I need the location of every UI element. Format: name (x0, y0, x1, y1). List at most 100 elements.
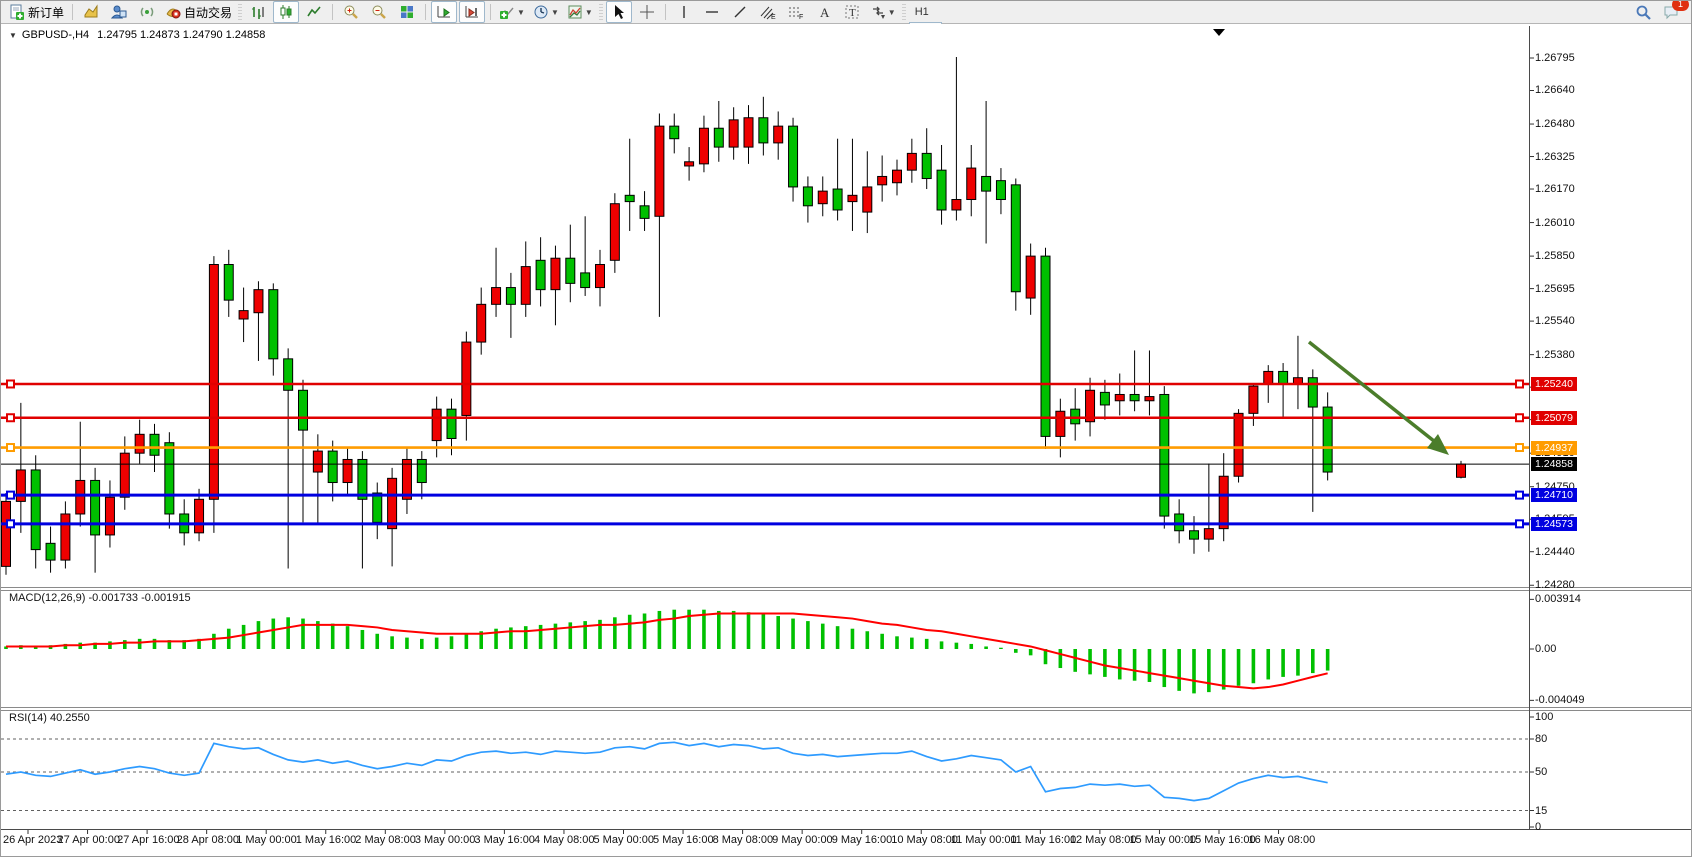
time-tick-label: 10 May 08:00 (891, 834, 958, 846)
current-bar (1456, 460, 1466, 479)
zoom-in-button[interactable] (338, 1, 364, 23)
chat-button[interactable]: 1 (1658, 1, 1689, 23)
time-tick-label: 9 May 00:00 (772, 834, 833, 846)
price-tick-label: 1.25540 (1535, 315, 1575, 328)
cursor-button[interactable] (605, 1, 632, 23)
periods-button[interactable]: ▼ (530, 1, 562, 23)
text-button[interactable]: A (811, 1, 837, 23)
pane-separator[interactable] (1, 590, 1691, 591)
timeframe-button-h1[interactable]: H1 (914, 6, 929, 18)
pane-separator[interactable] (1, 710, 1691, 711)
notification-badge: 1 (1672, 1, 1689, 11)
price-tick-label: 1.25695 (1535, 282, 1575, 295)
macd-histogram (4, 609, 1330, 694)
toolbar-grip[interactable] (901, 4, 906, 20)
toolbar-grip[interactable] (598, 4, 603, 20)
toolbar-separator (490, 4, 492, 20)
signals-button[interactable] (134, 1, 160, 23)
bar-chart-icon (250, 4, 266, 20)
svg-text:T: T (849, 7, 856, 19)
time-tick-label: 8 May 08:00 (712, 834, 774, 846)
time-tick-label: 9 May 16:00 (831, 834, 893, 846)
price-tick-label: 1.26010 (1535, 216, 1575, 229)
horizontal-line-button[interactable] (699, 1, 725, 23)
arrows-icon (870, 4, 886, 20)
rsi-line (5, 741, 1328, 802)
bar-chart-button[interactable] (245, 1, 271, 23)
templates-icon (567, 4, 583, 20)
line-chart-button[interactable] (301, 1, 327, 23)
price-tick-label: 1.25380 (1535, 348, 1575, 361)
channel-button[interactable]: E (755, 1, 781, 23)
channel-icon: E (759, 4, 777, 20)
arrows-button[interactable]: ▼ (867, 1, 899, 23)
signals-icon (139, 4, 155, 20)
svg-text:A: A (820, 5, 830, 20)
chart-canvas[interactable] (1, 24, 1692, 857)
time-tick-label: 5 May 00:00 (593, 834, 655, 846)
indicators-icon (499, 4, 515, 20)
zoom-in-icon (343, 4, 359, 20)
chart-shift-icon (464, 4, 480, 20)
profile-button[interactable] (106, 1, 132, 23)
zoom-out-button[interactable] (366, 1, 392, 23)
time-tick-label: 3 May 16:00 (474, 834, 535, 846)
macd-label: MACD(12,26,9) -0.001733 -0.001915 (9, 592, 191, 604)
zoom-out-icon (371, 4, 387, 20)
candlestick-icon (278, 4, 294, 20)
crosshair-button[interactable] (634, 1, 660, 23)
new-order-button[interactable]: 新订单 (6, 1, 67, 23)
crosshair-icon (639, 4, 655, 20)
rsi-label: RSI(14) 40.2550 (9, 712, 90, 724)
toolbar-separator (664, 4, 666, 20)
auto-scroll-button[interactable] (431, 1, 458, 23)
text-icon: A (817, 4, 831, 20)
toolbar: 新订单 自动交易 (1, 1, 1691, 98)
autotrading-button[interactable]: 自动交易 (162, 1, 235, 23)
tile-windows-button[interactable] (394, 1, 420, 23)
horizontal-line-icon (704, 4, 720, 20)
price-tick-label: 1.26640 (1535, 84, 1575, 97)
charts-icon (83, 4, 99, 20)
vertical-line-button[interactable] (671, 1, 697, 23)
price-line-label: 1.24710 (1531, 488, 1577, 503)
templates-button[interactable]: ▼ (564, 1, 596, 23)
symbol-info-line: ▼ GBPUSD-,H4 1.24795 1.24873 1.24790 1.2… (9, 29, 265, 41)
new-order-icon (9, 4, 25, 20)
fibonacci-button[interactable]: F (783, 1, 809, 23)
indicator-axis-label: 50 (1535, 766, 1548, 778)
candlesticks (1, 56, 1333, 575)
chart-shift-button[interactable] (459, 1, 486, 23)
search-button[interactable] (1630, 1, 1656, 23)
trendline-button[interactable] (727, 1, 753, 23)
pane-separator[interactable] (1, 587, 1691, 588)
indicator-axis-label: 15 (1535, 804, 1548, 817)
label-button[interactable]: T (839, 1, 865, 23)
time-tick-label: 1 May 00:00 (236, 834, 297, 846)
time-tick-label: 11 May 16:00 (1010, 834, 1077, 846)
time-tick-label: 15 May 16:00 (1189, 834, 1256, 846)
rsi-level-lines (1, 738, 1529, 811)
autotrading-label: 自动交易 (184, 5, 233, 20)
candlestick-button[interactable] (273, 1, 300, 23)
indicators-button[interactable]: ▼ (496, 1, 528, 23)
charts-button[interactable] (78, 1, 104, 23)
pane-separator[interactable] (1, 707, 1691, 708)
time-tick-label: 3 May 00:00 (414, 834, 476, 846)
price-tick-label: 1.24440 (1535, 545, 1575, 558)
vertical-line-icon (677, 4, 691, 20)
price-line-label: 1.24858 (1531, 457, 1577, 472)
svg-text:E: E (771, 14, 776, 20)
horizontal-lines[interactable] (1, 379, 1529, 529)
price-tick-label: 1.26480 (1535, 118, 1575, 131)
chevron-down-icon: ▼ (517, 7, 525, 17)
indicator-axis-label: 0.00 (1535, 643, 1557, 655)
ohlc-collapse-button[interactable]: ▼ (9, 30, 17, 40)
svg-text:F: F (799, 14, 803, 20)
price-line-label: 1.24573 (1531, 516, 1577, 531)
toolbar-grip[interactable] (238, 4, 243, 20)
time-axis-border (1, 829, 1691, 830)
arrow-annotation[interactable] (1307, 340, 1449, 455)
chart-shift-marker[interactable] (1213, 29, 1225, 36)
